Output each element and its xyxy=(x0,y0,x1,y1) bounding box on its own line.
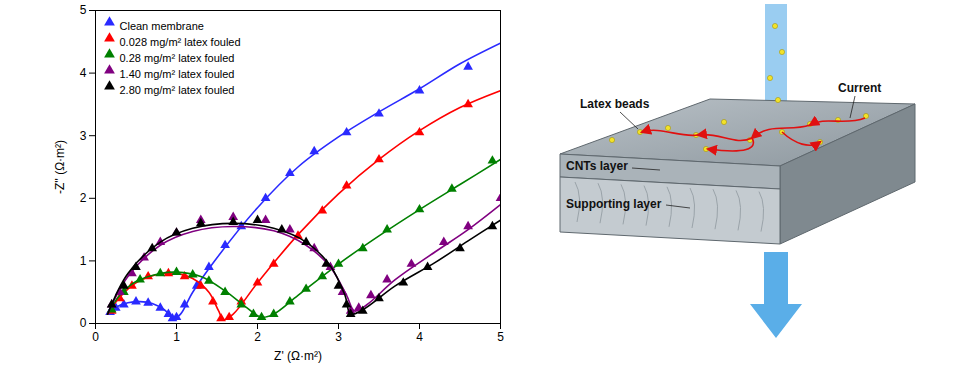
svg-text:2: 2 xyxy=(254,330,261,344)
svg-text:3: 3 xyxy=(335,330,342,344)
svg-text:3: 3 xyxy=(80,129,87,143)
svg-text:5: 5 xyxy=(80,3,87,17)
svg-text:0.028 mg/m² latex fouled: 0.028 mg/m² latex fouled xyxy=(120,36,241,48)
svg-text:Latex beads: Latex beads xyxy=(580,97,650,111)
svg-text:1: 1 xyxy=(80,254,87,268)
svg-text:4: 4 xyxy=(416,330,423,344)
svg-text:Supporting layer: Supporting layer xyxy=(566,197,662,211)
svg-text:0: 0 xyxy=(92,330,99,344)
svg-text:Z' (Ω·m²): Z' (Ω·m²) xyxy=(274,349,322,363)
svg-text:0: 0 xyxy=(80,316,87,330)
svg-text:2.80 mg/m² latex fouled: 2.80 mg/m² latex fouled xyxy=(120,84,235,96)
svg-text:1.40 mg/m² latex fouled: 1.40 mg/m² latex fouled xyxy=(120,68,235,80)
svg-text:4: 4 xyxy=(80,66,87,80)
svg-text:1: 1 xyxy=(173,330,180,344)
svg-text:-Z'' (Ω·m²): -Z'' (Ω·m²) xyxy=(53,140,67,194)
svg-text:Current: Current xyxy=(838,81,881,95)
svg-text:Clean membrane: Clean membrane xyxy=(120,20,204,32)
svg-text:0.28 mg/m² latex fouled: 0.28 mg/m² latex fouled xyxy=(120,52,235,64)
svg-text:5: 5 xyxy=(497,330,504,344)
svg-text:CNTs layer: CNTs layer xyxy=(566,159,628,173)
svg-text:2: 2 xyxy=(80,191,87,205)
